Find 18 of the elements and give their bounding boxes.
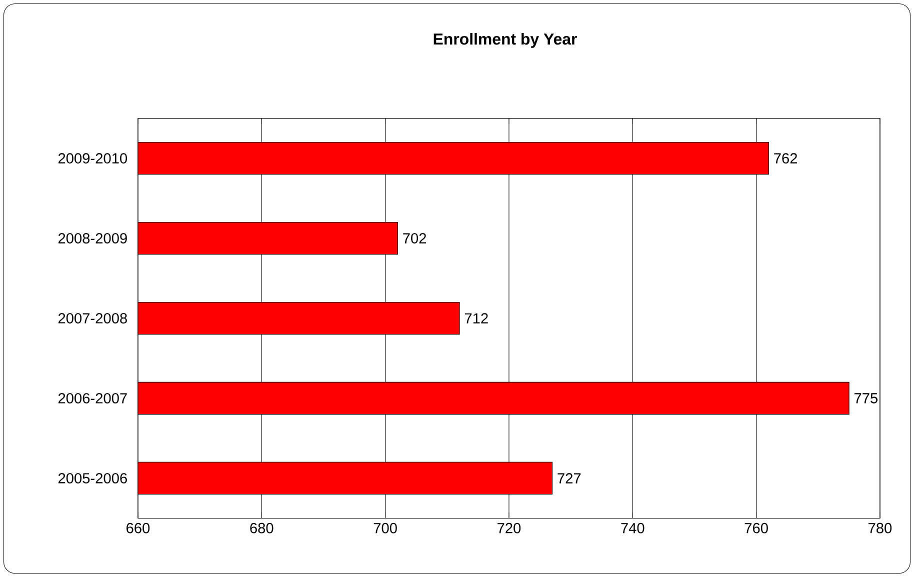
- data-label: 727: [558, 473, 581, 484]
- y-tick-label: 2005-2006: [58, 472, 127, 484]
- data-label: 775: [854, 393, 878, 404]
- x-tick-label: 660: [126, 522, 150, 534]
- y-tick-label: 2006-2007: [58, 393, 127, 404]
- data-label: 712: [464, 313, 488, 324]
- data-label: 702: [403, 233, 426, 244]
- y-tick-label: 2008-2009: [58, 233, 127, 244]
- y-tick-label: 2009-2010: [58, 153, 128, 164]
- x-tick-label: 720: [498, 522, 521, 534]
- x-tick-label: 680: [250, 522, 274, 534]
- x-tick-label: 700: [374, 522, 397, 534]
- y-tick-label: 2007-2008: [58, 313, 127, 324]
- data-label: 762: [774, 153, 798, 164]
- x-tick-label: 780: [868, 522, 892, 534]
- x-tick-label: 740: [621, 522, 644, 534]
- x-tick-label: 760: [744, 522, 768, 534]
- chart-title: Enrollment by Year: [434, 32, 577, 48]
